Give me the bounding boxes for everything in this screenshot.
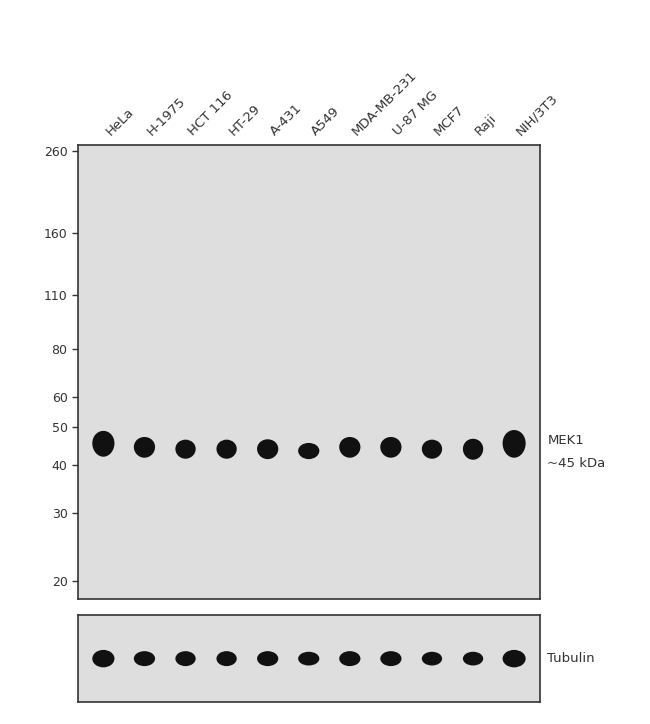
Text: NIH/3T3: NIH/3T3 xyxy=(514,91,561,138)
Ellipse shape xyxy=(339,437,361,458)
Text: H-1975: H-1975 xyxy=(144,94,188,138)
Ellipse shape xyxy=(502,430,526,458)
Text: Raji: Raji xyxy=(473,111,500,138)
Ellipse shape xyxy=(257,651,278,666)
Ellipse shape xyxy=(339,651,361,666)
Ellipse shape xyxy=(463,652,483,665)
Text: A-431: A-431 xyxy=(268,101,304,138)
Ellipse shape xyxy=(422,652,442,665)
Text: U-87 MG: U-87 MG xyxy=(391,88,441,138)
Ellipse shape xyxy=(216,651,237,666)
Text: ~45 kDa: ~45 kDa xyxy=(547,457,606,470)
Ellipse shape xyxy=(422,439,442,459)
Ellipse shape xyxy=(257,439,278,459)
Ellipse shape xyxy=(92,431,114,457)
Text: MEK1: MEK1 xyxy=(547,434,584,447)
Text: HCT 116: HCT 116 xyxy=(185,88,235,138)
Ellipse shape xyxy=(176,651,196,666)
Ellipse shape xyxy=(502,650,526,668)
Text: Tubulin: Tubulin xyxy=(547,652,595,665)
Text: HeLa: HeLa xyxy=(103,105,136,138)
Ellipse shape xyxy=(298,652,319,665)
Ellipse shape xyxy=(176,439,196,459)
Ellipse shape xyxy=(298,443,319,459)
Ellipse shape xyxy=(134,437,155,458)
Ellipse shape xyxy=(134,651,155,666)
Text: MCF7: MCF7 xyxy=(432,103,467,138)
Ellipse shape xyxy=(380,651,402,666)
Text: MDA-MB-231: MDA-MB-231 xyxy=(350,68,419,138)
Text: A549: A549 xyxy=(309,104,343,138)
Text: HT-29: HT-29 xyxy=(227,101,263,138)
Ellipse shape xyxy=(380,437,402,458)
Ellipse shape xyxy=(92,650,114,668)
Ellipse shape xyxy=(216,439,237,459)
Ellipse shape xyxy=(463,439,483,460)
